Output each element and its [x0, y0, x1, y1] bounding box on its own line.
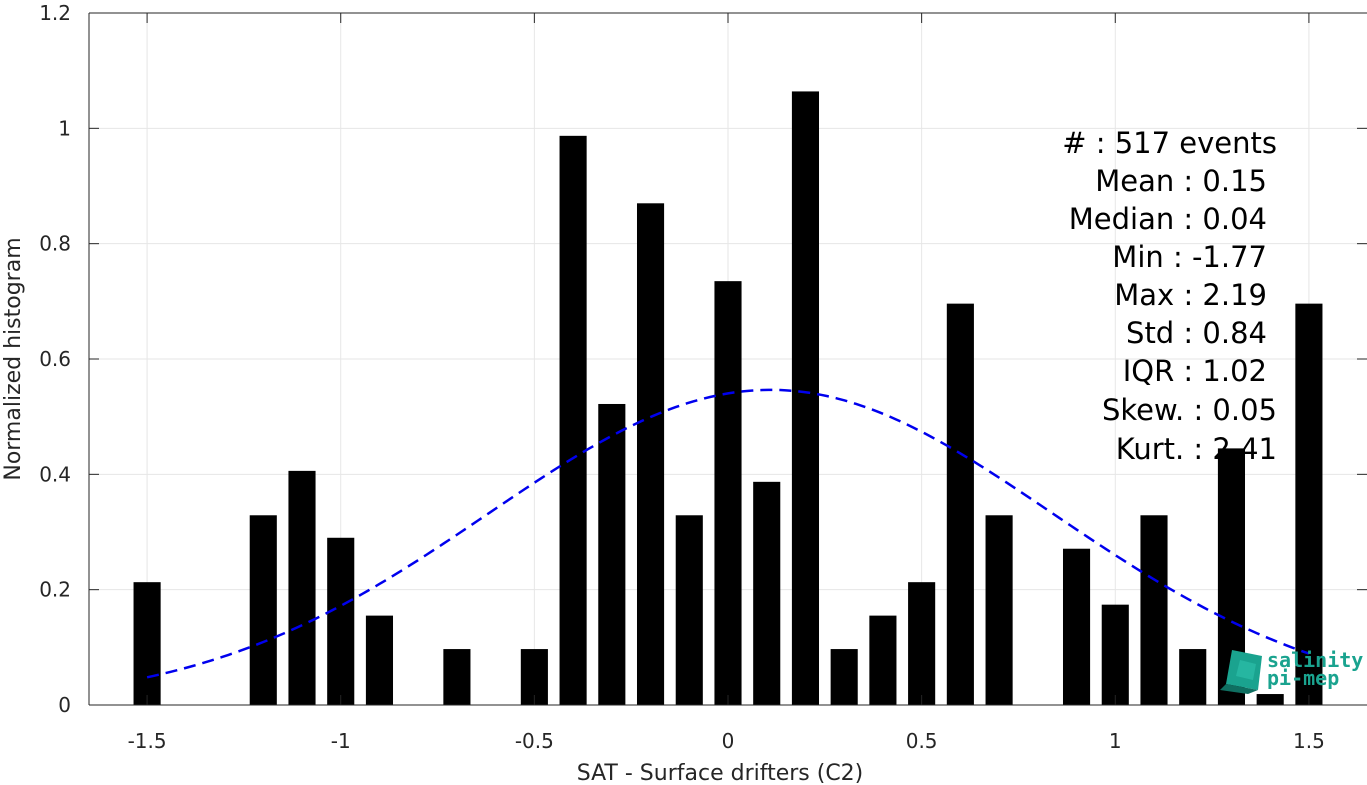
histogram-bar [559, 135, 587, 705]
x-tick-label: 1 [1109, 729, 1122, 753]
histogram-bar [327, 537, 355, 705]
histogram-bar [365, 615, 394, 705]
normal-fit-curve [146, 388, 1310, 679]
x-tick-label: 0.5 [906, 729, 938, 753]
x-axis-label: SAT - Surface drifters (C2) [577, 761, 864, 785]
histogram-bar [636, 203, 665, 706]
histogram-bar [249, 515, 277, 705]
histogram-bar [1256, 694, 1284, 705]
histogram-bar [908, 582, 936, 705]
salinity-pi-mep-logo: salinity pi-mep [1220, 648, 1363, 694]
histogram-bar [985, 515, 1013, 705]
histogram-bar [288, 470, 316, 705]
histogram-bar [675, 515, 703, 705]
stat-skew: Skew. : 0.05 [1102, 393, 1277, 427]
x-tick-label: -1.5 [128, 729, 167, 753]
y-tick-label: 0.4 [39, 462, 71, 486]
histogram-bar [1179, 649, 1207, 705]
stat-mean: Mean : 0.15 [1095, 164, 1267, 198]
stat-min: Min : -1.77 [1112, 240, 1267, 274]
x-tick-label: -1 [331, 729, 351, 753]
histogram-bar [443, 649, 471, 705]
y-tick-label: 0.2 [39, 578, 71, 602]
y-axis-label: Normalized histogram [1, 237, 26, 480]
y-tick-label: 1.2 [39, 1, 71, 25]
x-tick-label: 0 [722, 729, 735, 753]
x-tick-label: 1.5 [1293, 729, 1325, 753]
histogram-bar [1101, 604, 1129, 705]
histogram-bar [1062, 548, 1091, 705]
histogram-bar [869, 615, 897, 705]
y-axis-ticks: 0 0.2 0.4 0.6 0.8 1 1.2 [39, 1, 1367, 717]
histogram-bar [133, 582, 161, 705]
histogram-bar [753, 481, 781, 705]
stats-annotation: # : 517 events Mean : 0.15 Median : 0.04… [1062, 126, 1277, 466]
stat-iqr: IQR : 1.02 [1123, 354, 1267, 388]
histogram-bar [791, 91, 820, 706]
x-axis-ticks: -1.5 -1 -0.5 0 0.5 1 1.5 [128, 13, 1325, 753]
y-tick-label: 1 [58, 116, 71, 140]
histogram-bar [1295, 303, 1323, 705]
stat-events: # : 517 events [1062, 126, 1277, 160]
cube-logo-icon [1220, 650, 1262, 694]
histogram-bar [714, 281, 742, 705]
y-tick-label: 0 [58, 693, 71, 717]
histogram-bar [946, 303, 974, 705]
stat-median: Median : 0.04 [1069, 202, 1267, 236]
stat-max: Max : 2.19 [1114, 278, 1267, 312]
y-tick-label: 0.8 [39, 232, 71, 256]
x-tick-label: -0.5 [515, 729, 554, 753]
histogram-bar [1140, 515, 1168, 705]
stat-std: Std : 0.84 [1126, 316, 1267, 350]
histogram-bar [598, 403, 626, 705]
logo-line1: salinity [1267, 648, 1363, 672]
y-tick-label: 0.6 [39, 347, 71, 371]
histogram-bar [830, 649, 858, 705]
stat-kurt: Kurt. : 2.41 [1116, 432, 1277, 466]
bars [133, 91, 1323, 706]
logo-line2: pi-mep [1267, 666, 1339, 690]
